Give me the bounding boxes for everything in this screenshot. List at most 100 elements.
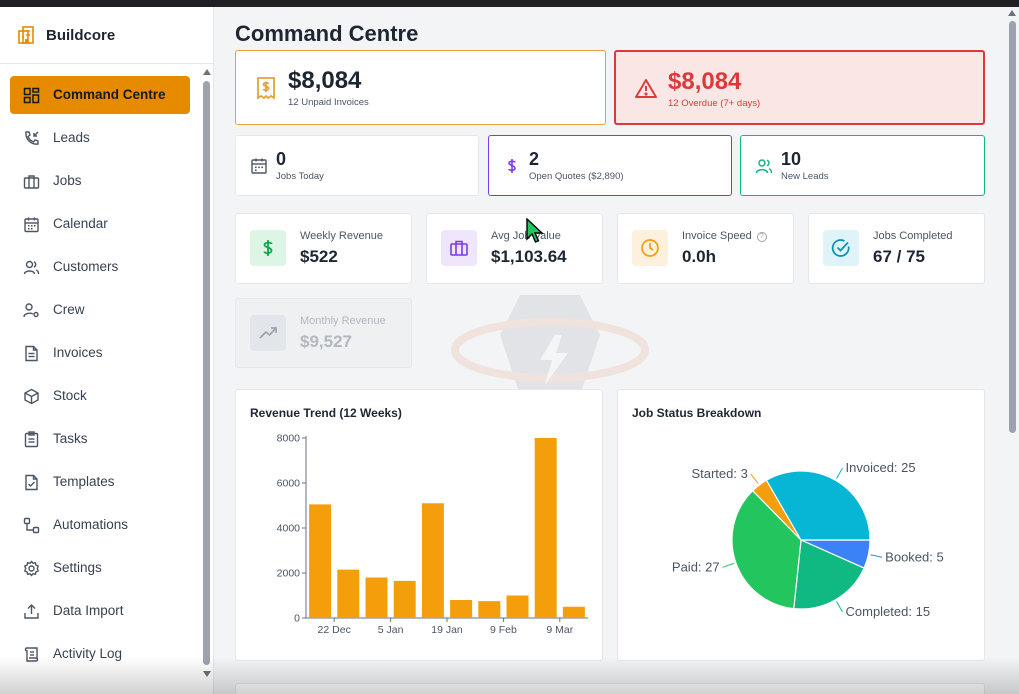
kpi-label: Weekly Revenue xyxy=(300,230,383,242)
brand[interactable]: Buildcore xyxy=(0,7,213,64)
sidebar-item-jobs[interactable]: Jobs xyxy=(10,162,190,200)
main-content: Command Centre $8,084 12 Unpaid Invoices… xyxy=(215,7,1005,694)
bar[interactable] xyxy=(393,580,416,618)
pie-label: Paid: 27 xyxy=(672,559,720,574)
bar[interactable] xyxy=(506,595,529,619)
scroll-up-arrow-icon[interactable] xyxy=(203,69,211,75)
calendar-icon xyxy=(24,217,39,233)
scrollbar-thumb[interactable] xyxy=(203,81,210,665)
new-leads-label: New Leads xyxy=(781,171,829,182)
job-status-card: Job Status Breakdown Booked: 5 Completed:… xyxy=(617,389,985,661)
sidebar-item-stock[interactable]: Stock xyxy=(10,377,190,415)
x-tick-label: 19 Jan xyxy=(431,624,463,636)
scroll-up-arrow-icon[interactable] xyxy=(1008,10,1016,16)
sidebar-item-customers[interactable]: Customers xyxy=(10,248,190,286)
kpi-label: Monthly Revenue xyxy=(300,315,386,327)
unpaid-invoices-card[interactable]: $8,084 12 Unpaid Invoices xyxy=(235,50,606,125)
revenue-trend-card: Revenue Trend (12 Weeks) 0 2000 4000 6000 80… xyxy=(235,389,603,661)
clock-icon xyxy=(641,239,659,257)
scroll-icon xyxy=(24,647,39,662)
open-quotes-card[interactable]: 2 Open Quotes ($2,890) xyxy=(488,135,732,196)
kpi-value: 67 / 75 xyxy=(873,247,925,266)
info-icon[interactable]: ? xyxy=(756,232,767,242)
sidebar-item-command-centre[interactable]: Command Centre xyxy=(10,76,190,114)
weekly-revenue-card[interactable]: Weekly Revenue $522 xyxy=(235,213,412,284)
bar[interactable] xyxy=(534,438,557,618)
icon-badge xyxy=(441,230,477,266)
overdue-amount: $8,084 xyxy=(668,68,742,95)
new-leads-card[interactable]: 10 New Leads xyxy=(740,135,985,196)
y-tick-label: 2000 xyxy=(277,568,301,580)
workflow-icon xyxy=(23,517,40,534)
y-tick-label: 6000 xyxy=(277,478,301,490)
new-leads-value: 10 xyxy=(781,149,802,169)
sidebar-item-label: Leads xyxy=(53,130,90,145)
bar[interactable] xyxy=(309,504,332,618)
sidebar-item-label: Data Import xyxy=(53,603,124,618)
sidebar-scrollbar[interactable] xyxy=(202,69,211,679)
overdue-invoices-card[interactable]: $8,084 12 Overdue (7+ days) xyxy=(614,50,985,125)
file-text-icon xyxy=(25,345,38,362)
main-scrollbar[interactable] xyxy=(1006,7,1019,694)
kpi-value: $1,103.64 xyxy=(491,247,567,266)
watermark-logo-icon xyxy=(451,295,649,395)
sidebar-item-label: Settings xyxy=(53,560,102,575)
sidebar-item-templates[interactable]: Templates xyxy=(10,463,190,501)
sidebar: Buildcore Command Centre Leads Jobs Cale… xyxy=(0,7,214,694)
scrollbar-thumb[interactable] xyxy=(1009,21,1016,433)
sidebar-item-invoices[interactable]: Invoices xyxy=(10,334,190,372)
pie-leader-line xyxy=(722,562,735,568)
jobs-today-label: Jobs Today xyxy=(276,171,324,182)
pie-slice[interactable] xyxy=(731,489,802,610)
revenue-bar-chart: 0 2000 4000 6000 8000 22 Dec 5 Jan 19 Jan 9 Feb 9… xyxy=(277,433,588,636)
jobs-completed-card[interactable]: Jobs Completed 67 / 75 xyxy=(808,213,985,284)
bar[interactable] xyxy=(365,577,388,619)
pie-leader-line xyxy=(870,554,883,558)
bar[interactable] xyxy=(450,600,473,618)
upload-icon xyxy=(24,604,39,619)
sidebar-item-automations[interactable]: Automations xyxy=(10,506,190,544)
invoice-speed-card[interactable]: Invoice Speed? 0.0h xyxy=(617,213,794,284)
bar[interactable] xyxy=(562,606,585,618)
briefcase-icon xyxy=(23,175,40,189)
pie-slice[interactable] xyxy=(793,539,865,610)
bar[interactable] xyxy=(478,601,501,618)
next-section-card xyxy=(235,683,985,694)
sidebar-item-tasks[interactable]: Tasks xyxy=(10,420,190,458)
jobs-today-card[interactable]: 0 Jobs Today xyxy=(235,135,479,196)
jobs-today-value: 0 xyxy=(276,149,287,169)
kpi-label: Jobs Completed xyxy=(873,230,953,242)
sidebar-item-label: Calendar xyxy=(53,216,108,231)
sidebar-item-settings[interactable]: Settings xyxy=(10,549,190,587)
check-circle-icon xyxy=(831,239,850,257)
building-icon xyxy=(18,26,34,44)
sidebar-item-label: Templates xyxy=(53,474,115,489)
chart-title: Job Status Breakdown xyxy=(632,406,762,420)
bar[interactable] xyxy=(337,569,360,618)
sidebar-item-label: Activity Log xyxy=(53,646,123,661)
sidebar-item-leads[interactable]: Leads xyxy=(10,119,190,157)
users-icon xyxy=(755,159,773,174)
pie-label: Completed: 15 xyxy=(846,604,931,619)
chart-title: Revenue Trend (12 Weeks) xyxy=(250,406,402,420)
scroll-down-arrow-icon[interactable] xyxy=(203,671,211,677)
kpi-value: 0.0h xyxy=(682,247,717,266)
sidebar-item-crew[interactable]: Crew xyxy=(10,291,190,329)
sidebar-item-label: Tasks xyxy=(53,431,88,446)
sidebar-item-label: Customers xyxy=(53,259,119,274)
sidebar-item-data-import[interactable]: Data Import xyxy=(10,592,190,630)
x-tick-label: 9 Feb xyxy=(490,624,517,636)
page-title: Command Centre xyxy=(235,21,419,46)
pie-leader-line xyxy=(836,601,843,613)
sidebar-item-label: Automations xyxy=(53,517,129,532)
bar[interactable] xyxy=(421,503,444,618)
x-tick-label: 9 Mar xyxy=(546,624,573,636)
avg-job-value-card[interactable]: Avg Job Value $1,103.64 xyxy=(426,213,603,284)
sidebar-item-activity-log[interactable]: Activity Log xyxy=(10,635,190,673)
open-quotes-label: Open Quotes ($2,890) xyxy=(529,171,624,182)
pie-label: Booked: 5 xyxy=(885,549,944,564)
pie-slice[interactable] xyxy=(765,470,871,541)
monthly-revenue-card[interactable]: Monthly Revenue $9,527 xyxy=(235,298,412,368)
sidebar-item-calendar[interactable]: Calendar xyxy=(10,205,190,243)
y-tick-label: 8000 xyxy=(277,433,301,445)
